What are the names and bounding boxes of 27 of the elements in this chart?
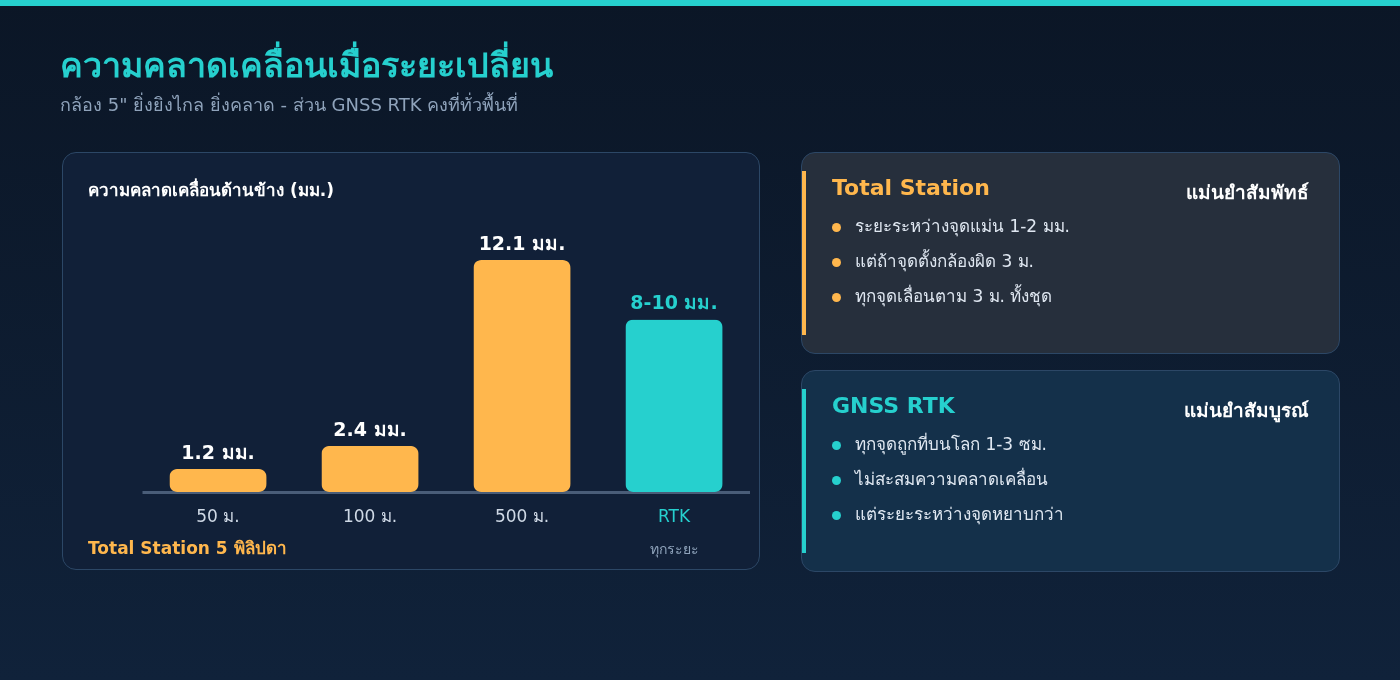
data-label: 12.1 มม.: [478, 232, 566, 254]
text: แม่นยำสัมบูรณ์: [1184, 398, 1309, 425]
x-tick-label: 500 ม.: [494, 505, 550, 526]
text: ทุกจุดถูกที่บนโลก 1-3 ซม.: [854, 431, 1048, 457]
x-tick-label: 50 ม.: [196, 505, 240, 526]
text: ระยะระหว่างจุดแม่น 1-2 มม.: [854, 215, 1070, 239]
x-tick-label: RTK: [657, 505, 691, 526]
data-label: 8-10 มม.: [630, 291, 718, 314]
x-tick-label: 100 ม.: [342, 505, 398, 526]
text: GNSS RTK: [832, 393, 955, 418]
text: แต่ระยะระหว่างจุดหยาบกว่า: [854, 503, 1064, 527]
chart-title: ความคลาดเคลื่อนเมื่อระยะเปลี่ยน: [60, 40, 553, 87]
text: แม่นยำสัมพัทธ์: [1186, 180, 1309, 205]
text: ทุกระยะ: [648, 540, 700, 560]
data-label: 2.4 มม.: [333, 417, 407, 440]
bar: [321, 445, 419, 492]
bar: [473, 260, 571, 492]
bar: [169, 468, 267, 492]
text: แต่ถ้าจุดตั้งกล้องผิด 3 ม.: [854, 248, 1036, 274]
chart-subtitle: กล้อง 5" ยิ่งยิงไกล ยิ่งคลาด - ส่วน GNSS RTK คงที่ทั่วพื้นที่: [60, 91, 519, 117]
text: ทุกจุดเลื่อนตาม 3 ม. ทั้งชุด: [854, 283, 1054, 309]
text: ไม่สะสมความคลาดเคลื่อน: [853, 466, 1049, 491]
text: Total Station 5 พิลิปดา: [88, 537, 287, 560]
text: Total Station: [832, 175, 990, 200]
y-axis-title: ความคลาดเคลื่อนด้านข้าง (มม.): [88, 177, 334, 202]
data-label: 1.2 มม.: [181, 440, 255, 463]
bar: [625, 319, 723, 492]
